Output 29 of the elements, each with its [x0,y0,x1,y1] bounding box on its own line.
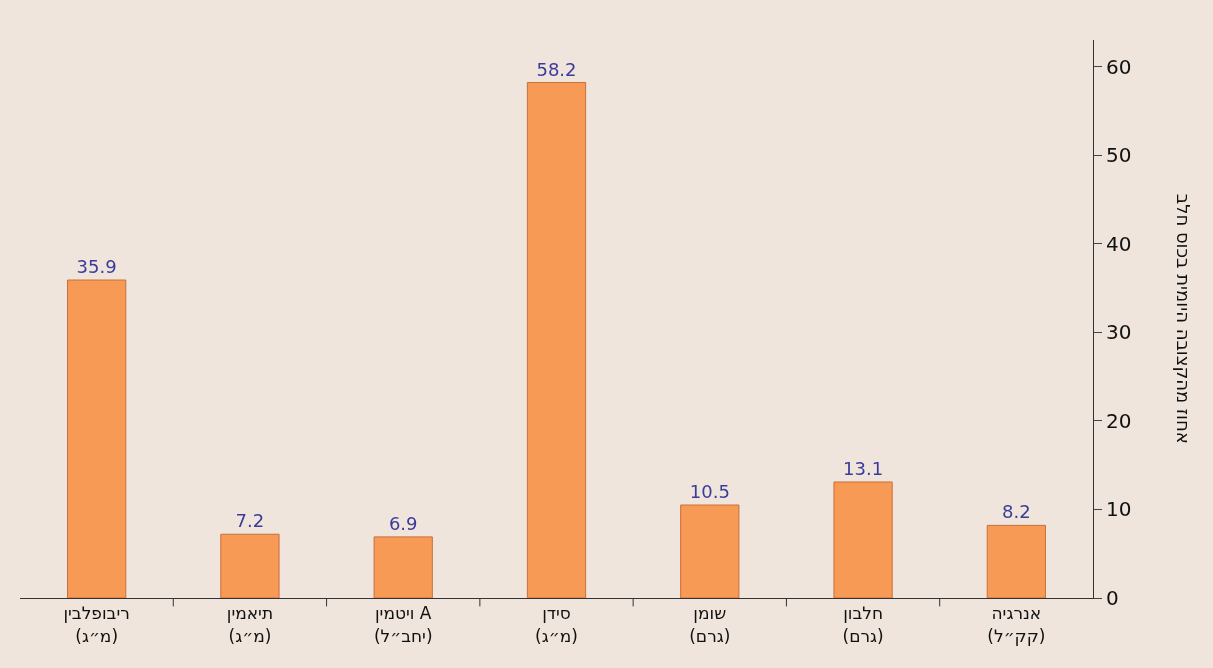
bar [67,279,127,598]
y-tick-label: 60 [1106,54,1132,79]
y-tick-label: 50 [1106,143,1132,168]
bar [986,524,1046,598]
data-label: 58.2 [536,58,577,80]
x-tick-label: תיאמין (מ״ג) [226,603,274,646]
y-tick-label: 10 [1106,497,1132,522]
data-label: 35.9 [76,256,117,278]
bar [833,481,893,598]
x-tick-label: אנרגיה (קק״ל) [987,603,1046,646]
x-tick-label: ויטמין A (יחב״ל) [373,603,433,646]
y-tick-label: 20 [1106,408,1132,433]
data-label: 13.1 [843,457,884,479]
data-label: 6.9 [388,512,418,534]
y-tick-label: 40 [1106,231,1132,256]
bar [526,82,587,598]
y-tick-label: 30 [1106,320,1132,345]
x-tick-label: שומן (גרם) [689,603,731,646]
y-axis-title: אחוז מהקצובה היומית בכוס חלב [1173,193,1195,444]
data-label: 10.5 [689,481,730,502]
bar [220,533,280,598]
bar [373,536,433,598]
x-tick-label: חלבון (גרם) [842,603,884,646]
data-label: 7.2 [235,510,265,532]
data-label: 8.2 [1002,501,1031,523]
x-tick-label: סידן (מ״ג) [535,603,578,646]
y-tick-label: 0 [1106,586,1119,610]
bar [680,504,740,598]
x-tick-label: ריבופלבין (מ״ג) [63,603,130,646]
